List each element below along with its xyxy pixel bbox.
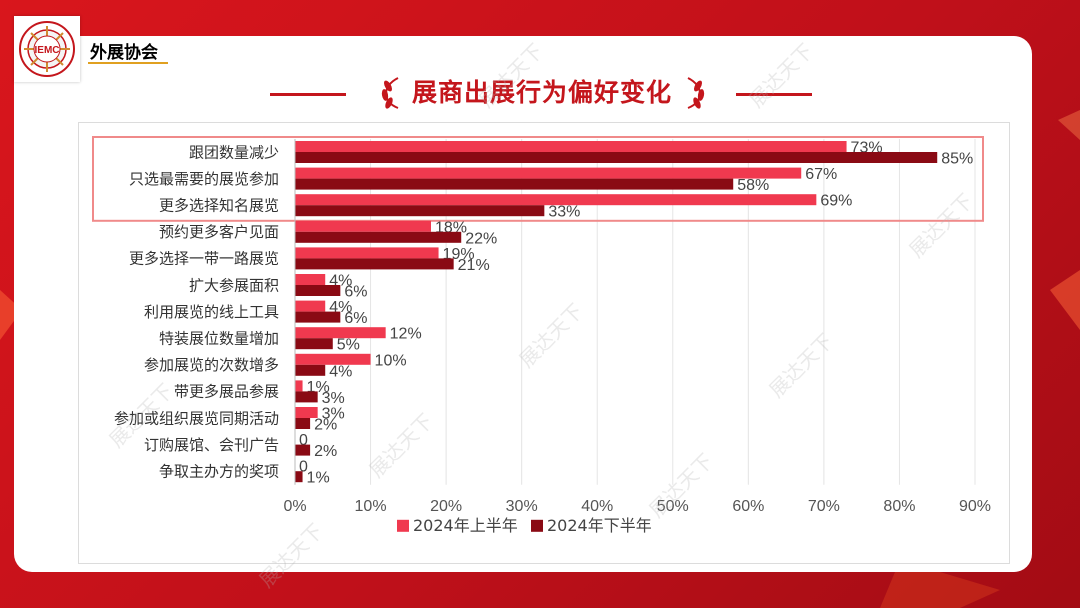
category-label: 更多选择知名展览 [159, 197, 279, 215]
bar-series-1 [295, 327, 386, 339]
bar-series-1 [295, 247, 439, 259]
data-label: 10% [375, 352, 407, 369]
laurel-left-icon [381, 77, 399, 109]
category-label: 带更多展品参展 [174, 383, 279, 401]
data-label: 69% [820, 193, 852, 210]
legend-label-2: 2024年下半年 [547, 516, 652, 535]
data-label: 58% [737, 177, 769, 194]
x-tick-label: 90% [959, 498, 991, 515]
bar-series-2 [295, 231, 462, 243]
legend-swatch-1 [397, 519, 409, 532]
data-label: 22% [465, 230, 497, 247]
category-label: 预约更多客户见面 [159, 223, 279, 241]
bar-series-1 [295, 141, 847, 152]
category-label: 更多选择一带一路展览 [129, 250, 279, 268]
x-tick-label: 30% [506, 498, 538, 515]
bar-chart: 0% 10% 20% 30% 40% 50% 60% 70% 80% 90%跟团数量减少 73%85… [92, 136, 991, 535]
legend-swatch-2 [531, 519, 543, 532]
title-line-left [270, 93, 346, 96]
bar-series-2 [295, 178, 734, 190]
bar-series-1 [295, 353, 371, 365]
data-label: 21% [458, 257, 490, 274]
category-label: 订购展馆、会刊广告 [144, 436, 279, 454]
bar-series-2 [295, 391, 318, 403]
x-tick-label: 50% [657, 498, 689, 515]
bar-series-1 [295, 274, 326, 285]
data-label: 0 [299, 432, 308, 449]
content-card [14, 36, 1032, 572]
x-tick-label: 60% [732, 498, 764, 515]
bar-series-1 [295, 407, 318, 418]
bar-series-1 [295, 194, 817, 206]
laurel-right-icon [687, 77, 705, 109]
data-label: 2% [314, 443, 337, 460]
bar-series-2 [295, 311, 341, 323]
data-label: 0 [299, 459, 308, 476]
data-label: 4% [329, 363, 352, 380]
org-name: 外展协会 [90, 43, 158, 63]
category-label: 扩大参展面积 [189, 276, 279, 294]
data-label: 3% [322, 390, 345, 407]
bar-series-2 [295, 258, 454, 270]
data-label: 6% [344, 310, 367, 327]
bar-series-2 [295, 152, 938, 163]
x-tick-label: 80% [883, 498, 915, 515]
data-label: 2% [314, 417, 337, 434]
bar-series-2 [295, 338, 333, 350]
bar-series-2 [295, 205, 545, 217]
bar-series-2 [295, 471, 303, 483]
bar-series-1 [295, 167, 802, 179]
data-label: 6% [344, 284, 367, 301]
x-tick-label: 40% [581, 498, 613, 515]
bar-series-2 [295, 285, 341, 296]
page-title: 展商出展行为偏好变化 [411, 78, 672, 107]
category-label: 参加或组织展览同期活动 [114, 409, 279, 427]
data-label: 1% [307, 470, 330, 487]
x-tick-label: 0% [283, 498, 306, 515]
bar-series-1 [295, 300, 326, 312]
highlight-box [92, 136, 984, 222]
title-bar: 展商出展行为偏好变化 [0, 76, 1080, 110]
data-label: 3% [322, 406, 345, 423]
data-label: 5% [337, 337, 360, 354]
org-logo: IEMC [14, 16, 80, 82]
legend-label-1: 2024年上半年 [413, 516, 518, 535]
bar-series-1 [295, 380, 303, 392]
org-underline [88, 62, 168, 64]
logo-text: IEMC [35, 45, 60, 56]
bar-series-2 [295, 364, 326, 376]
category-label: 只选最需要的展览参加 [129, 170, 279, 188]
bar-series-2 [295, 418, 311, 429]
data-label: 85% [941, 151, 973, 168]
bar-series-1 [295, 220, 431, 232]
data-label: 33% [548, 204, 580, 221]
bar-series-2 [295, 444, 311, 456]
chart-frame: 0% 10% 20% 30% 40% 50% 60% 70% 80% 90% 跟团数量减少 73% 85… [78, 122, 1010, 564]
title-line-right [736, 93, 812, 96]
x-tick-label: 70% [808, 498, 840, 515]
data-label: 67% [805, 166, 837, 183]
data-label: 12% [390, 326, 422, 343]
category-label: 参加展览的次数增多 [144, 356, 279, 374]
x-tick-label: 20% [430, 498, 462, 515]
category-label: 利用展览的线上工具 [144, 303, 279, 321]
category-label: 跟团数量减少 [189, 143, 279, 161]
category-label: 争取主办方的奖项 [159, 463, 279, 481]
x-tick-label: 10% [355, 498, 387, 515]
category-label: 特装展位数量增加 [159, 330, 279, 348]
